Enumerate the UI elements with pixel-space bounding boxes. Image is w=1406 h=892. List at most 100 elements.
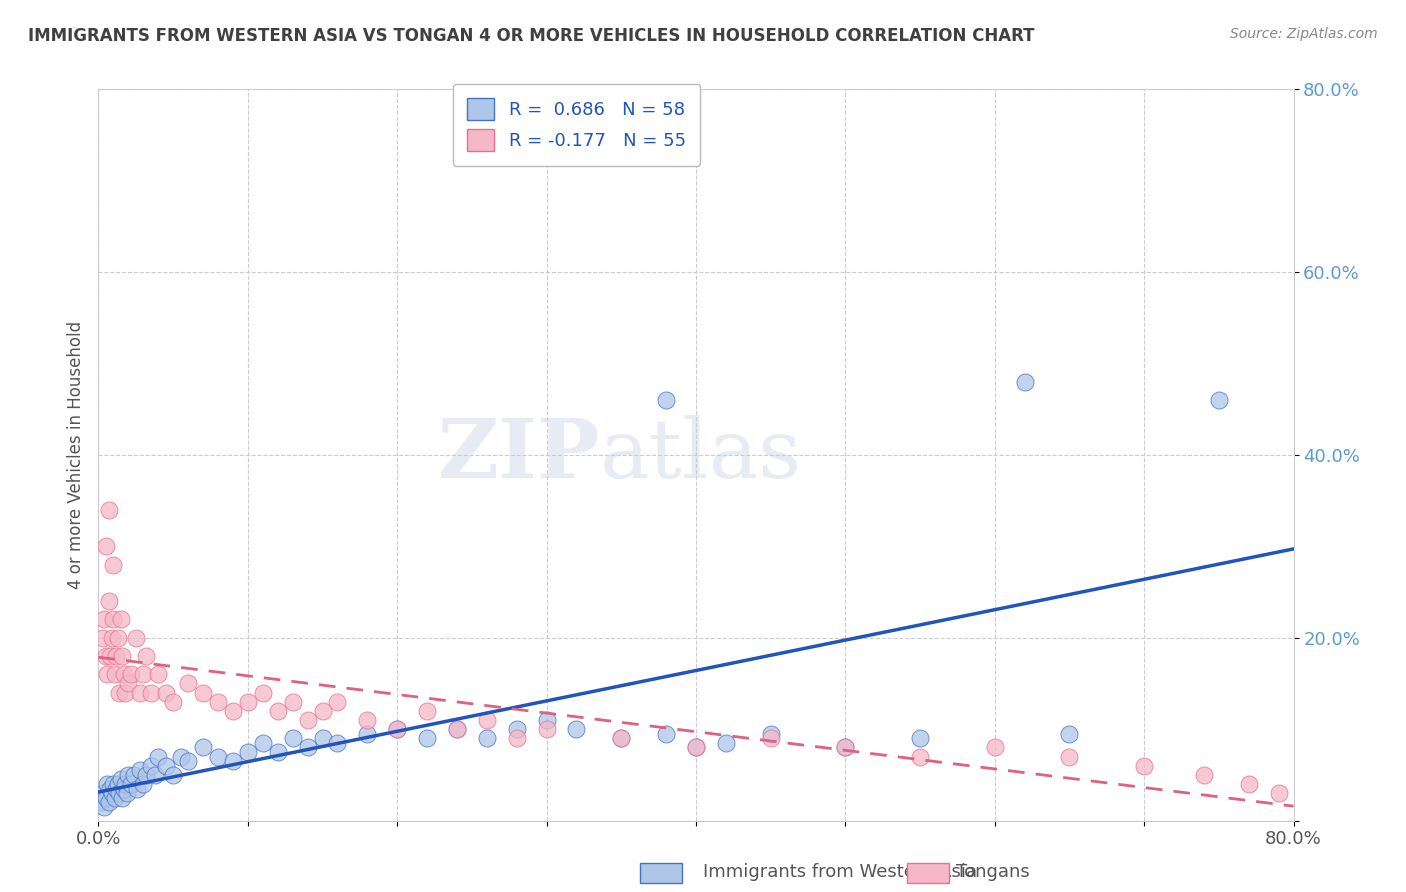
Point bbox=[191, 686, 214, 700]
Point bbox=[124, 768, 146, 782]
Point bbox=[162, 695, 184, 709]
Legend: R =  0.686   N = 58, R = -0.177   N = 55: R = 0.686 N = 58, R = -0.177 N = 55 bbox=[453, 84, 700, 166]
Point bbox=[267, 745, 290, 759]
Point bbox=[207, 749, 229, 764]
Point bbox=[110, 772, 132, 787]
Point bbox=[326, 695, 349, 709]
Point bbox=[281, 695, 304, 709]
Point bbox=[132, 667, 155, 681]
Point bbox=[155, 758, 177, 772]
Point bbox=[139, 758, 162, 772]
Point bbox=[297, 713, 319, 727]
Point bbox=[1133, 758, 1156, 772]
Point bbox=[104, 790, 127, 805]
Point bbox=[98, 649, 122, 664]
Text: ZIP: ZIP bbox=[437, 415, 600, 495]
Point bbox=[115, 786, 138, 800]
Point bbox=[107, 631, 129, 645]
Point bbox=[112, 781, 135, 796]
Point bbox=[110, 613, 132, 627]
Point bbox=[207, 695, 229, 709]
Point bbox=[236, 695, 259, 709]
Point bbox=[1208, 392, 1230, 407]
Point bbox=[416, 704, 439, 718]
Text: IMMIGRANTS FROM WESTERN ASIA VS TONGAN 4 OR MORE VEHICLES IN HOUSEHOLD CORRELATI: IMMIGRANTS FROM WESTERN ASIA VS TONGAN 4… bbox=[28, 27, 1035, 45]
Point bbox=[98, 781, 122, 796]
Point bbox=[356, 727, 378, 741]
Point bbox=[714, 736, 737, 750]
Point bbox=[984, 740, 1007, 755]
Point bbox=[908, 731, 931, 746]
Point bbox=[1059, 727, 1081, 741]
Point bbox=[1237, 777, 1260, 791]
Point bbox=[1014, 375, 1036, 389]
Point bbox=[311, 731, 333, 746]
Point bbox=[655, 392, 678, 407]
Point bbox=[326, 736, 349, 750]
Point bbox=[129, 686, 152, 700]
Point bbox=[565, 723, 588, 737]
Point bbox=[475, 713, 498, 727]
Point bbox=[446, 723, 468, 737]
Point bbox=[191, 740, 214, 755]
Point bbox=[114, 777, 136, 791]
Point bbox=[120, 667, 142, 681]
Point bbox=[112, 667, 135, 681]
Point bbox=[94, 649, 117, 664]
Point bbox=[506, 723, 529, 737]
Point bbox=[94, 539, 117, 553]
Point bbox=[834, 740, 856, 755]
Point bbox=[759, 727, 782, 741]
Point bbox=[117, 768, 139, 782]
Point bbox=[169, 749, 191, 764]
Point bbox=[222, 754, 245, 768]
Text: Immigrants from Western Asia: Immigrants from Western Asia bbox=[703, 863, 977, 881]
Point bbox=[97, 594, 120, 608]
Point bbox=[105, 781, 128, 796]
Point bbox=[135, 649, 157, 664]
Point bbox=[252, 736, 274, 750]
Point bbox=[107, 777, 129, 791]
Point bbox=[91, 786, 114, 800]
Point bbox=[1192, 768, 1215, 782]
Point bbox=[416, 731, 439, 746]
Point bbox=[108, 786, 131, 800]
Point bbox=[162, 768, 184, 782]
Point bbox=[297, 740, 319, 755]
Point bbox=[252, 686, 274, 700]
Point bbox=[127, 781, 149, 796]
Point bbox=[446, 723, 468, 737]
Point bbox=[108, 686, 131, 700]
Text: atlas: atlas bbox=[600, 415, 803, 495]
Point bbox=[236, 745, 259, 759]
Point bbox=[114, 686, 136, 700]
Point bbox=[148, 749, 170, 764]
Point bbox=[120, 777, 142, 791]
Point bbox=[93, 613, 115, 627]
Point bbox=[90, 796, 112, 810]
Point bbox=[91, 631, 114, 645]
Point bbox=[506, 731, 529, 746]
Point bbox=[177, 754, 200, 768]
Y-axis label: 4 or more Vehicles in Household: 4 or more Vehicles in Household bbox=[66, 321, 84, 589]
Point bbox=[267, 704, 290, 718]
Point bbox=[655, 727, 678, 741]
Point bbox=[155, 686, 177, 700]
Point bbox=[385, 723, 409, 737]
Point bbox=[93, 800, 115, 814]
Point bbox=[685, 740, 707, 755]
Point bbox=[132, 777, 155, 791]
Point bbox=[111, 649, 134, 664]
Point bbox=[97, 503, 120, 517]
Point bbox=[281, 731, 304, 746]
Point bbox=[104, 667, 127, 681]
Point bbox=[103, 613, 125, 627]
Point bbox=[536, 723, 558, 737]
Point bbox=[475, 731, 498, 746]
Point bbox=[94, 790, 117, 805]
Text: Source: ZipAtlas.com: Source: ZipAtlas.com bbox=[1230, 27, 1378, 41]
Point bbox=[610, 731, 633, 746]
Point bbox=[135, 768, 157, 782]
Point bbox=[103, 777, 125, 791]
Point bbox=[759, 731, 782, 746]
